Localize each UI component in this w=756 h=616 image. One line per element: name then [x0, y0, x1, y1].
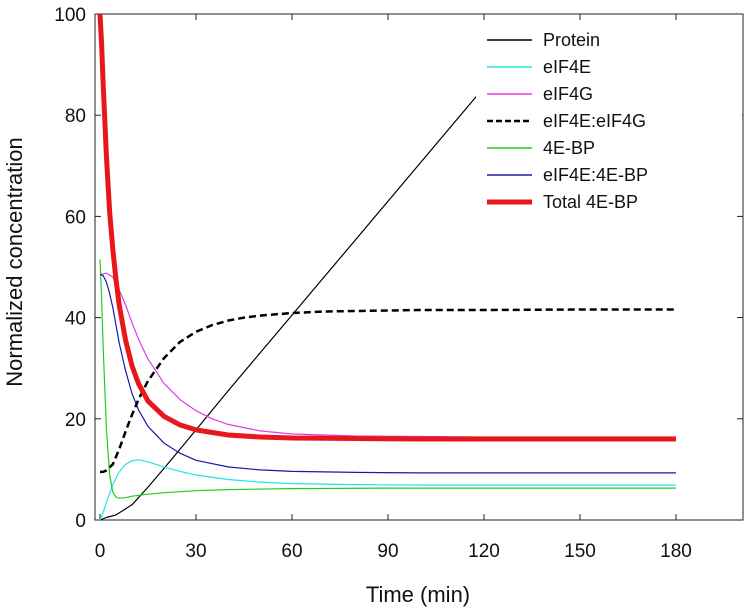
series-line-eif4g — [99, 272, 676, 438]
y-axis-ticks: 0 20 40 60 80 100 — [54, 5, 743, 532]
legend-label: eIF4E — [543, 57, 591, 77]
x-tick-label: 180 — [660, 541, 692, 562]
series-line-eif4e — [99, 459, 676, 521]
x-tick-label: 150 — [564, 541, 596, 562]
x-tick-label: 0 — [95, 541, 106, 562]
legend-label: Total 4E-BP — [543, 192, 638, 212]
y-tick-label: 60 — [65, 207, 86, 228]
series-line-total-4e-bp — [97, 13, 676, 442]
series-line-eif4e-eif4g — [100, 308, 676, 474]
plot-frame — [94, 13, 744, 521]
x-tick-label: 30 — [185, 541, 206, 562]
legend-label: eIF4E:4E-BP — [543, 165, 648, 185]
legend-box — [476, 26, 742, 212]
x-axis-ticks: 0 30 60 90 120 150 180 — [95, 14, 692, 562]
x-tick-label: 120 — [468, 541, 500, 562]
y-tick-label: 80 — [65, 106, 86, 127]
series-line-protein — [99, 68, 501, 521]
legend-label: eIF4E:eIF4G — [543, 111, 646, 131]
legend-label: eIF4G — [543, 84, 593, 104]
legend-label: Protein — [543, 30, 600, 50]
x-axis-title: Time (min) — [366, 582, 470, 607]
series-lines — [97, 13, 676, 521]
legend: Protein eIF4E eIF4G eIF4E:eIF4G 4E-BP eIF4E:4… — [487, 30, 648, 212]
x-tick-label: 90 — [377, 541, 398, 562]
series-line-4e-bp — [99, 259, 676, 499]
y-tick-label: 0 — [75, 511, 86, 532]
y-tick-label: 20 — [65, 410, 86, 431]
legend-label: 4E-BP — [543, 138, 595, 158]
x-tick-label: 60 — [281, 541, 302, 562]
y-axis-title: Normalized concentration — [2, 137, 27, 386]
series-line-eif4e-4e-bp — [99, 274, 676, 474]
y-tick-label: 40 — [65, 309, 86, 330]
y-tick-label: 100 — [54, 5, 86, 26]
